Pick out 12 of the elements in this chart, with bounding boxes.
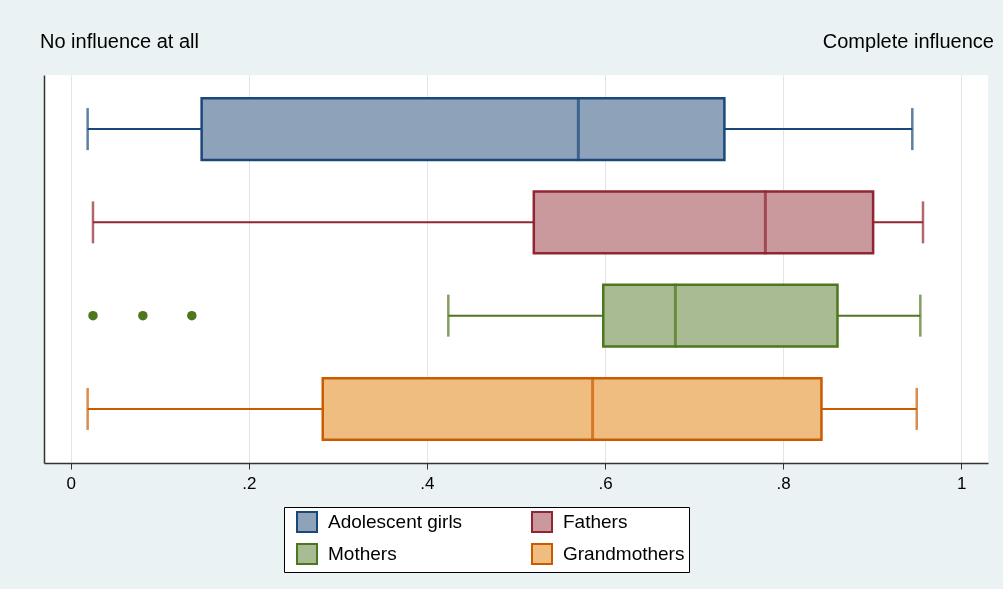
text: No influence at all xyxy=(40,30,199,52)
x-tick-label: 1 xyxy=(957,473,967,493)
text: Complete influence xyxy=(822,30,994,52)
legend-label: Fathers xyxy=(563,511,628,532)
legend-label: Mothers xyxy=(328,543,397,564)
legend-label: Adolescent girls xyxy=(328,511,463,532)
x-tick-label: .2 xyxy=(242,473,257,493)
x-tick-label: .8 xyxy=(776,473,791,493)
x-tick-label: .4 xyxy=(420,473,435,493)
x-tick-label: .6 xyxy=(598,473,613,493)
legend-label: Grandmothers xyxy=(563,543,685,564)
x-tick-label: 0 xyxy=(66,473,76,493)
